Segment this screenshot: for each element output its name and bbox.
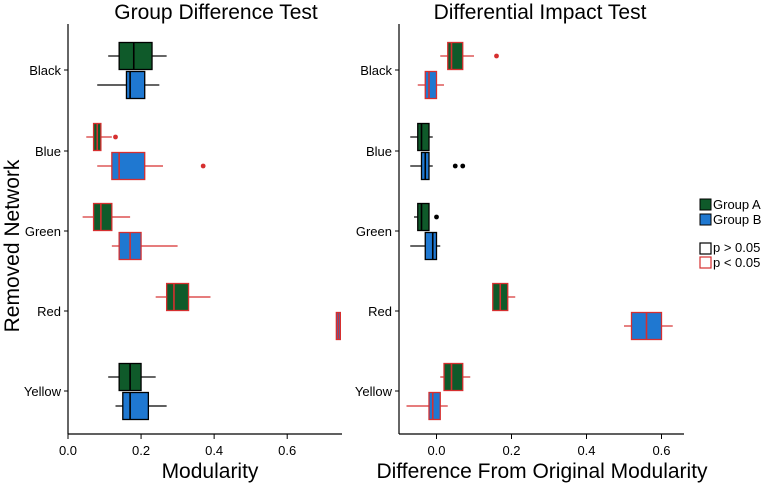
y-tick-label-yellow: Yellow bbox=[24, 384, 62, 399]
panel-differential-impact: Differential Impact Test Difference From… bbox=[355, 1, 708, 483]
chart-title-right: Differential Impact Test bbox=[434, 1, 647, 24]
legend-swatch-p-low bbox=[699, 256, 712, 269]
x-tick-label: 0.4 bbox=[577, 443, 595, 458]
legend-swatch-group-a bbox=[699, 198, 712, 211]
box-body bbox=[447, 41, 464, 71]
box-group-b-blue bbox=[97, 151, 206, 181]
box-group-a-green bbox=[82, 202, 131, 232]
x-axis-title-left: Modularity bbox=[162, 460, 259, 483]
box-group-b-blue bbox=[410, 151, 466, 181]
x-tick-label: 0.0 bbox=[59, 443, 77, 458]
legend: Group A Group B p > 0.05 p < 0.05 bbox=[699, 197, 761, 270]
outlier-point bbox=[434, 214, 439, 220]
box-body bbox=[443, 362, 464, 392]
box-group-a-yellow bbox=[440, 362, 471, 392]
box-group-b-black bbox=[417, 70, 444, 100]
box-group-a-blue bbox=[410, 122, 433, 152]
y-tick-label-blue: Blue bbox=[35, 144, 61, 159]
box-body bbox=[417, 202, 430, 232]
y-tick-label-yellow: Yellow bbox=[355, 384, 393, 399]
y-tick-label-green: Green bbox=[356, 224, 392, 239]
box-group-b-green bbox=[410, 231, 441, 261]
outlier-point bbox=[460, 163, 466, 169]
box-body bbox=[424, 231, 438, 261]
box-group-a-black bbox=[108, 41, 167, 71]
chart-title-left: Group Difference Test bbox=[114, 1, 318, 24]
box-body bbox=[428, 391, 441, 421]
y-tick-label-black: Black bbox=[360, 63, 392, 78]
box-group-a-blue bbox=[86, 122, 118, 152]
y-tick-label-red: Red bbox=[368, 304, 392, 319]
box-group-a-black bbox=[440, 41, 499, 71]
legend-swatch-p-high bbox=[699, 242, 712, 255]
y-tick-label-blue: Blue bbox=[366, 144, 392, 159]
box-group-a-red bbox=[155, 282, 211, 312]
box-body bbox=[122, 391, 150, 421]
x-tick-label: 0.4 bbox=[205, 443, 223, 458]
x-tick-label: 0.2 bbox=[132, 443, 150, 458]
x-axis-title-right: Difference From Original Modularity bbox=[376, 460, 708, 483]
box-body bbox=[118, 41, 153, 71]
outlier-point bbox=[200, 163, 206, 169]
x-tick-label: 0.2 bbox=[502, 443, 520, 458]
box-body bbox=[92, 202, 113, 232]
box-group-a-yellow bbox=[108, 362, 156, 392]
legend-swatch-group-b bbox=[699, 213, 712, 226]
y-tick-label-black: Black bbox=[29, 63, 61, 78]
box-body bbox=[424, 70, 438, 100]
box-group-a-red bbox=[492, 282, 516, 312]
x-tick-label: 0.0 bbox=[427, 443, 445, 458]
box-group-b-yellow bbox=[115, 391, 167, 421]
box-body bbox=[165, 282, 190, 312]
y-tick-label-green: Green bbox=[25, 224, 61, 239]
legend-label-group-a: Group A bbox=[713, 197, 761, 212]
x-tick-label: 0.6 bbox=[652, 443, 670, 458]
legend-label-group-b: Group B bbox=[713, 212, 761, 227]
box-group-a-green bbox=[414, 202, 439, 232]
box-body bbox=[111, 151, 146, 181]
box-group-b-green bbox=[111, 231, 178, 261]
box-group-b-yellow bbox=[406, 391, 448, 421]
outlier-point bbox=[452, 163, 458, 169]
box-group-b-red bbox=[624, 311, 673, 341]
box-group-b-black bbox=[97, 70, 160, 100]
x-tick-label: 0.6 bbox=[278, 443, 296, 458]
y-tick-label-red: Red bbox=[37, 304, 61, 319]
panel-group-difference: Group Difference Test Removed Network Mo… bbox=[1, 1, 342, 483]
y-axis-title: Removed Network bbox=[1, 159, 24, 332]
box-body bbox=[417, 122, 430, 152]
box-body bbox=[125, 70, 146, 100]
outlier-point bbox=[494, 53, 499, 59]
outlier-point bbox=[113, 134, 118, 140]
box-group-b-red bbox=[335, 311, 341, 341]
legend-label-p-high: p > 0.05 bbox=[713, 240, 760, 255]
legend-label-p-low: p < 0.05 bbox=[713, 255, 760, 270]
